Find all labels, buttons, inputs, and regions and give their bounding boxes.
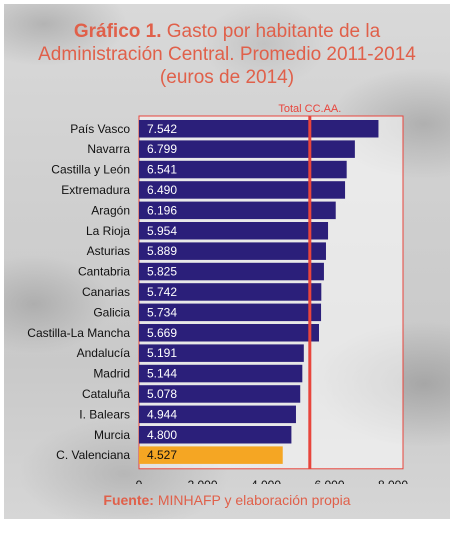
value-label-8: 5.742 [147,285,177,299]
category-label-14: I. Balears [79,407,130,421]
chart-title: Gráfico 1. Gasto por habitante de la Adm… [4,20,450,89]
bar-13 [139,385,301,403]
bar-0 [139,120,379,138]
bar-5 [139,222,329,240]
title-line-2: Administración Central. Promedio 2011-20… [38,44,416,65]
bar-2 [139,160,347,179]
value-label-14: 4.944 [147,407,177,421]
x-tick-label-3: 6.000 [314,478,344,484]
x-tick-label-0: 0 [136,478,143,484]
value-label-7: 5.825 [147,265,177,279]
value-label-15: 4.800 [147,428,177,442]
bar-6 [139,242,326,260]
category-label-13: Cataluña [82,387,130,401]
category-label-5: La Rioja [86,224,130,238]
category-label-12: Madrid [93,367,130,381]
value-label-9: 5.734 [147,305,177,319]
category-label-9: Galicia [93,305,130,319]
bar-8 [139,283,322,301]
chart-source: Fuente: MINHAFP y elaboración propia [4,492,450,508]
bar-1 [139,140,355,158]
category-label-10: Castilla-La Mancha [27,326,130,340]
value-label-5: 5.954 [147,224,177,238]
chart-panel: Gráfico 1. Gasto por habitante de la Adm… [4,4,450,519]
category-label-6: Asturias [87,244,130,258]
bar-3 [139,181,346,199]
value-label-4: 6.196 [147,203,177,217]
value-label-6: 5.889 [147,244,177,258]
bar-4 [139,201,336,220]
category-label-16: C. Valenciana [56,448,130,462]
bar-15 [139,426,292,444]
category-label-2: Castilla y León [51,163,130,177]
bar-7 [139,262,324,281]
value-label-2: 6.541 [147,163,177,177]
value-label-16: 4.527 [147,448,177,462]
value-label-0: 7.542 [147,122,177,136]
bar-12 [139,364,303,383]
bar-11 [139,344,304,362]
value-label-12: 5.144 [147,367,177,381]
category-label-15: Murcia [94,428,130,442]
bar-10 [139,324,319,342]
bar-16 [139,446,283,464]
value-label-13: 5.078 [147,387,177,401]
category-label-11: Andalucía [77,346,131,360]
category-label-4: Aragón [91,203,130,217]
value-label-10: 5.669 [147,326,177,340]
value-label-11: 5.191 [147,346,177,360]
reference-line-label: Total CC.AA. [278,103,341,115]
source-text: MINHAFP y elaboración propia [157,492,351,508]
value-label-1: 6.799 [147,142,177,156]
title-bold: Gráfico 1. [73,21,162,42]
title-line-3: (euros de 2014) [159,67,295,88]
bar-9 [139,303,322,322]
x-tick-label-4: 8.000 [378,478,408,484]
category-label-7: Cantabria [78,265,130,279]
source-bold: Fuente: [103,492,154,508]
x-tick-label-1: 2.000 [187,478,217,484]
x-tick-label-2: 4.000 [251,478,281,484]
category-label-1: Navarra [87,142,130,156]
category-label-3: Extremadura [61,183,130,197]
category-label-0: País Vasco [70,122,130,136]
bar-14 [139,405,296,424]
title-line-1: Gasto por habitante de la [166,21,381,42]
bar-chart: País Vasco 7.542 Navarra 6.799 Castilla y Le… [27,103,408,484]
category-label-8: Canarias [82,285,130,299]
value-label-3: 6.490 [147,183,177,197]
